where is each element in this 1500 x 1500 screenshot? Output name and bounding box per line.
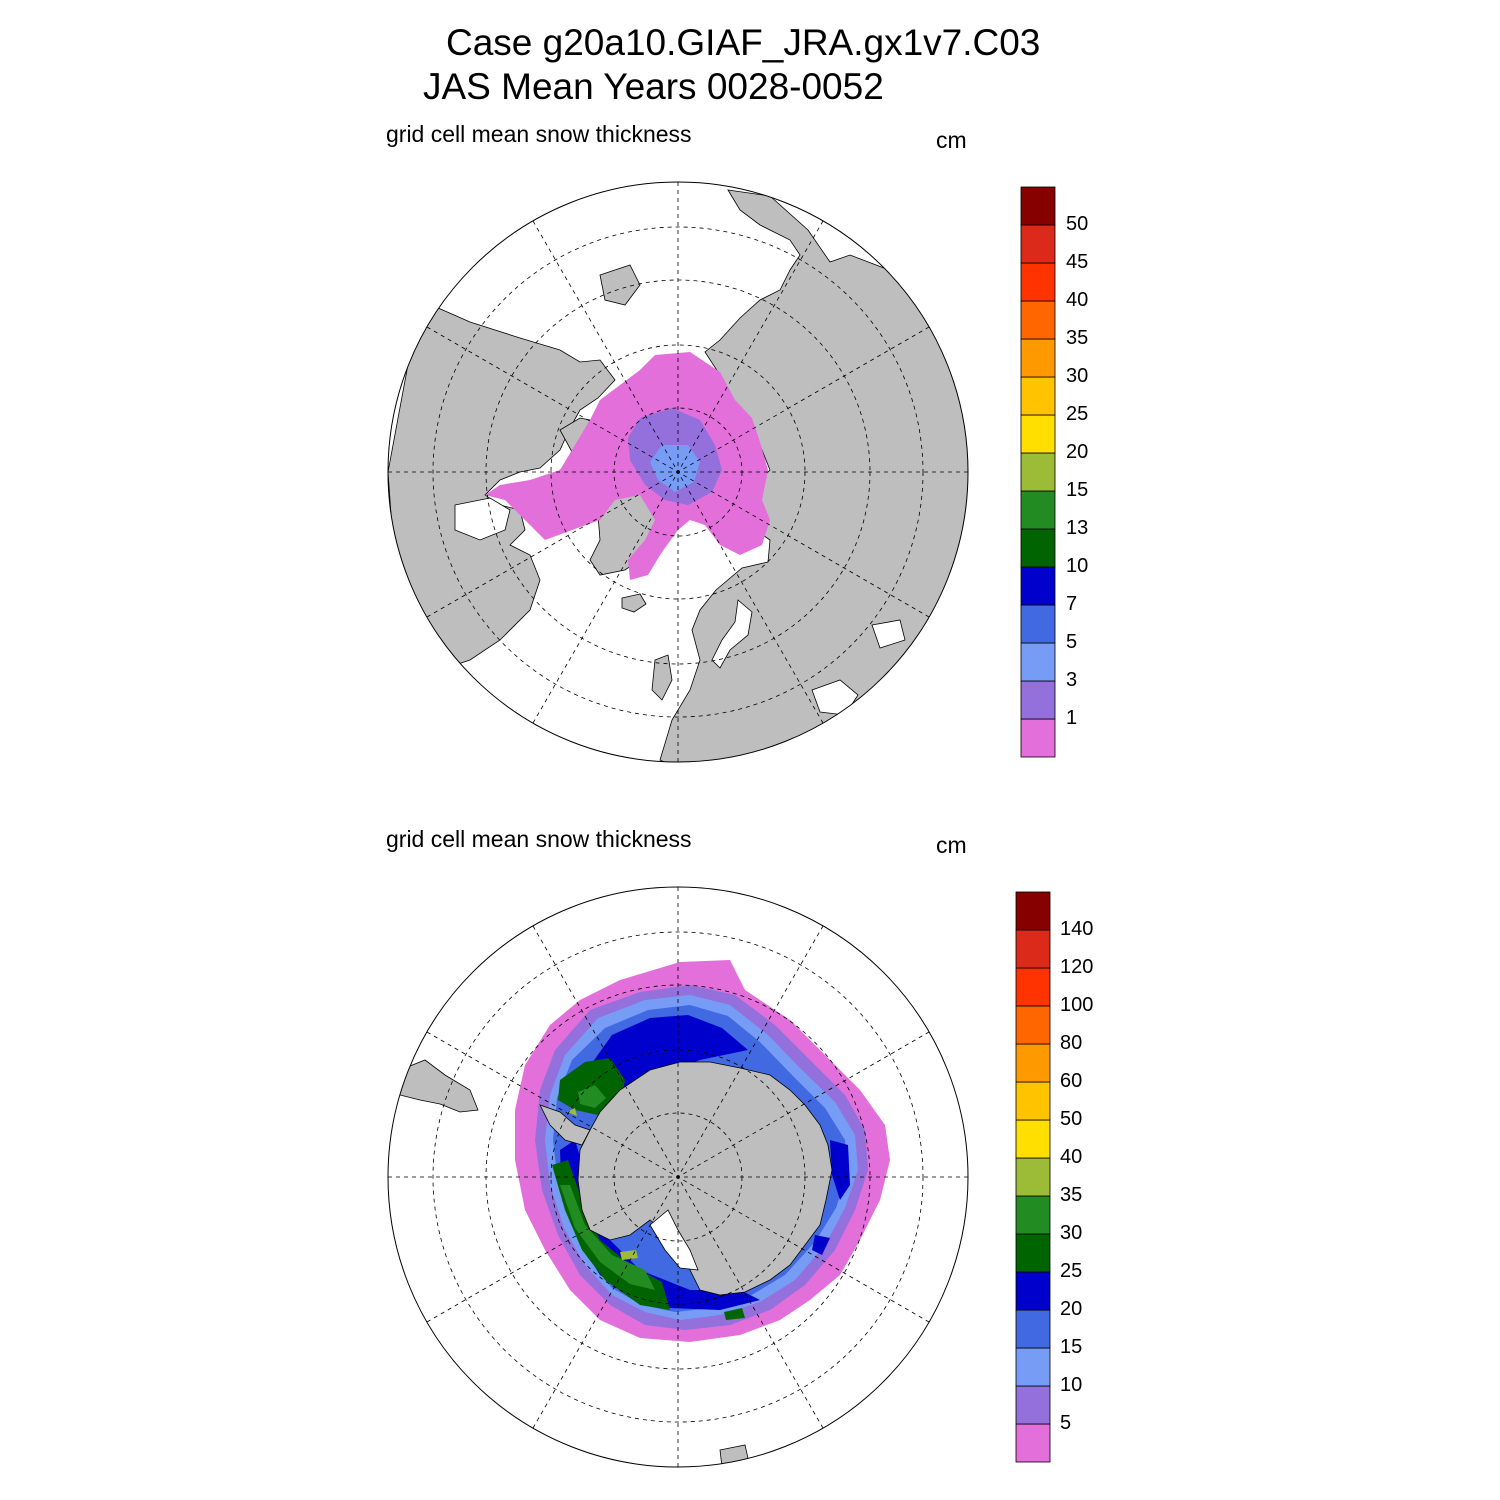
south-colorbar-label: 140 bbox=[1060, 918, 1094, 940]
north-colorbar-label: 35 bbox=[1066, 327, 1089, 349]
south-graticule bbox=[388, 887, 968, 1467]
south-colorbar-swatch bbox=[1015, 1271, 1051, 1311]
south-colorbar-swatch bbox=[1015, 1233, 1051, 1273]
south-colorbar-swatch bbox=[1015, 1385, 1051, 1425]
north-colorbar-swatch bbox=[1020, 186, 1056, 226]
south-colorbar-label: 25 bbox=[1060, 1260, 1083, 1282]
south-colorbar-swatch bbox=[1015, 929, 1051, 969]
south-colorbar-label: 100 bbox=[1060, 994, 1094, 1016]
south-colorbar-label: 20 bbox=[1060, 1298, 1083, 1320]
south-colorbar-label: 35 bbox=[1060, 1184, 1083, 1206]
plot-title-period: JAS Mean Years 0028-0052 bbox=[423, 66, 884, 107]
north-colorbar-swatch bbox=[1020, 376, 1056, 416]
south-colorbar-swatch bbox=[1015, 967, 1051, 1007]
north-colorbar-label: 15 bbox=[1066, 479, 1089, 501]
north-colorbar-label: 13 bbox=[1066, 517, 1089, 539]
north-land-chukotka bbox=[599, 264, 641, 306]
south-colorbar-swatch bbox=[1015, 1043, 1051, 1083]
south-colorbar-label: 15 bbox=[1060, 1336, 1083, 1358]
south-subtitle: grid cell mean snow thickness bbox=[386, 826, 692, 852]
south-colorbar-swatch bbox=[1015, 1309, 1051, 1349]
north-colorbar-swatch bbox=[1020, 338, 1056, 378]
north-snow-5cm bbox=[650, 445, 700, 492]
north-graticule bbox=[388, 182, 968, 762]
north-colorbar-label: 30 bbox=[1066, 365, 1089, 387]
south-colorbar-swatch bbox=[1015, 1195, 1051, 1235]
north-hudson-bay bbox=[454, 497, 511, 541]
south-units: cm bbox=[936, 832, 967, 858]
north-colorbar-label: 5 bbox=[1066, 631, 1078, 653]
north-colorbar-swatch bbox=[1020, 680, 1056, 720]
south-colorbar-label: 5 bbox=[1060, 1412, 1072, 1434]
south-colorbar-swatch bbox=[1015, 891, 1051, 931]
north-colorbar-swatch bbox=[1020, 262, 1056, 302]
south-colorbar-label: 10 bbox=[1060, 1374, 1083, 1396]
north-colorbar-label: 1 bbox=[1066, 707, 1078, 729]
north-colorbar-label: 10 bbox=[1066, 555, 1089, 577]
south-colorbar-swatch bbox=[1015, 1157, 1051, 1197]
south-colorbar-swatch bbox=[1015, 1005, 1051, 1045]
south-colorbar-label: 40 bbox=[1060, 1146, 1083, 1168]
north-colorbar-label: 3 bbox=[1066, 669, 1078, 691]
north-colorbar-label: 40 bbox=[1066, 289, 1089, 311]
south-ross-ice-shelf bbox=[649, 1209, 699, 1271]
south-land-antarctic-peninsula bbox=[539, 1104, 591, 1146]
south-snow-35cm bbox=[560, 1085, 655, 1290]
south-land-south-america bbox=[399, 1059, 479, 1113]
north-colorbar-label: 20 bbox=[1066, 441, 1089, 463]
south-map-border bbox=[387, 886, 969, 1468]
plot-title-case: Case g20a10.GIAF_JRA.gx1v7.C03 bbox=[446, 22, 1041, 63]
south-colorbar-label: 30 bbox=[1060, 1222, 1083, 1244]
south-polar-map bbox=[387, 886, 969, 1468]
north-polar-map bbox=[387, 181, 969, 763]
north-colorbar-label: 7 bbox=[1066, 593, 1078, 615]
north-black-sea bbox=[871, 619, 906, 649]
north-colorbar-swatch bbox=[1020, 300, 1056, 340]
south-colorbar-swatch bbox=[1015, 1119, 1051, 1159]
south-colorbar-swatch bbox=[1015, 1081, 1051, 1121]
north-colorbar-label: 25 bbox=[1066, 403, 1089, 425]
north-land-britain bbox=[651, 654, 673, 701]
south-colorbar-swatch bbox=[1015, 1423, 1051, 1463]
south-colorbar-label: 50 bbox=[1060, 1108, 1083, 1130]
north-land-iceland bbox=[621, 593, 647, 613]
north-subtitle: grid cell mean snow thickness bbox=[386, 121, 692, 147]
north-baltic-sea bbox=[711, 599, 753, 669]
north-colorbar-swatch bbox=[1020, 490, 1056, 530]
north-map-border bbox=[387, 181, 969, 763]
south-land-antarctica bbox=[577, 1061, 833, 1296]
north-units: cm bbox=[936, 127, 967, 153]
north-snow-1cm bbox=[485, 352, 770, 580]
south-colorbar-label: 120 bbox=[1060, 956, 1094, 978]
north-colorbar-swatch bbox=[1020, 414, 1056, 454]
south-colorbar-label: 80 bbox=[1060, 1032, 1083, 1054]
south-colorbar-label: 60 bbox=[1060, 1070, 1083, 1092]
south-colorbar-swatch bbox=[1015, 1347, 1051, 1387]
north-colorbar-swatch bbox=[1020, 528, 1056, 568]
north-colorbar-swatch bbox=[1020, 604, 1056, 644]
north-land-north-america bbox=[388, 299, 616, 671]
north-colorbar-label: 45 bbox=[1066, 251, 1089, 273]
north-colorbar-label: 50 bbox=[1066, 213, 1089, 235]
